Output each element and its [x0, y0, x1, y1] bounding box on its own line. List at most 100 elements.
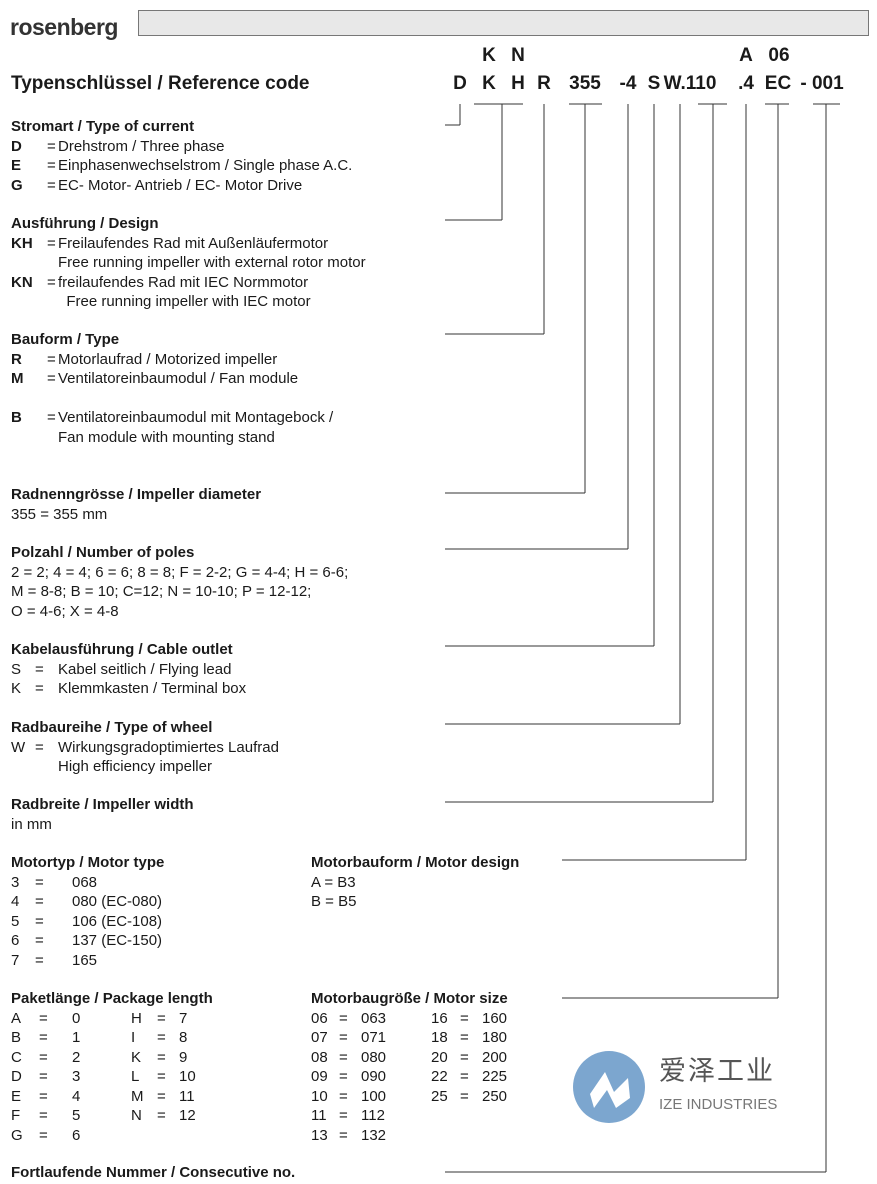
- section-heading: Kabelausführung / Cable outlet: [11, 641, 233, 658]
- section-heading: Ausführung / Design: [11, 215, 159, 232]
- section-row-cell: =: [339, 1087, 348, 1105]
- section-row-cell: 5: [72, 1107, 81, 1124]
- section-row-cell: =: [47, 409, 56, 426]
- section-row-cell: E: [11, 157, 22, 174]
- section-row-cell: R: [11, 350, 22, 368]
- section-row-cell: 6: [11, 932, 20, 949]
- section-row-cell: D: [11, 137, 22, 155]
- code-option-letter: 06: [768, 45, 790, 66]
- section-row-cell: 071: [361, 1029, 387, 1046]
- section-row-cell: 106 (EC-108): [72, 912, 163, 930]
- section-row-cell: =: [157, 1107, 166, 1124]
- section-row-cell: 7: [179, 1009, 188, 1027]
- section-row-cell: =: [460, 1009, 469, 1027]
- code-segment: H: [511, 73, 525, 94]
- section-row-cell: =: [35, 660, 44, 678]
- section-row-cell: =: [35, 951, 44, 969]
- section-row-cell: =: [339, 1068, 348, 1085]
- section-row-cell: 132: [361, 1126, 387, 1144]
- section-heading: Motortyp / Motor type: [11, 854, 165, 871]
- section-row-cell: =: [339, 1009, 348, 1027]
- section-heading: Radnenngrösse / Impeller diameter: [11, 486, 262, 503]
- section-row-cell: M = 8-8; B = 10; C=12; N = 10-10; P = 12…: [11, 583, 312, 600]
- section-row-cell: =: [157, 1068, 166, 1085]
- section-row-cell: D: [11, 1068, 22, 1085]
- code-segment: - 001: [800, 73, 844, 94]
- section-row-cell: =: [157, 1048, 166, 1066]
- code-segment: K: [482, 73, 496, 94]
- section-row-cell: =: [460, 1087, 469, 1105]
- section-row-cell: Motorlaufrad / Motorized impeller: [58, 350, 278, 368]
- watermark-en: IZE INDUSTRIES: [659, 1096, 778, 1113]
- section-row-cell: =: [460, 1048, 469, 1066]
- section-row-cell: 2: [72, 1048, 81, 1066]
- section-row-cell: 137 (EC-150): [72, 932, 163, 949]
- section-row-cell: KH: [11, 234, 33, 252]
- ize-logo-icon: [573, 1051, 645, 1123]
- section-row-cell: 7: [11, 951, 20, 969]
- section-heading: Motorbaugröße / Motor size: [311, 990, 508, 1007]
- section-row-cell: =: [35, 912, 44, 930]
- section-row-cell: Drehstrom / Three phase: [58, 137, 225, 155]
- section-row-cell: 160: [482, 1009, 508, 1027]
- code-segment: EC: [764, 73, 792, 94]
- section-row-cell: 10: [179, 1068, 196, 1085]
- section-row-cell: Fan module with mounting stand: [58, 428, 275, 446]
- code-option-letter: K: [482, 45, 496, 66]
- section-row-cell: B = B5: [311, 893, 357, 910]
- section-row-cell: 063: [361, 1009, 387, 1027]
- section-row-cell: A = B3: [311, 873, 356, 891]
- section-row-cell: 0: [72, 1009, 81, 1027]
- section-row-cell: KN: [11, 273, 33, 291]
- section-row-cell: I: [131, 1029, 136, 1046]
- section-row-cell: K: [131, 1048, 142, 1066]
- section-row-cell: =: [460, 1068, 469, 1085]
- section-row-cell: in mm: [11, 815, 52, 833]
- section-row-cell: 068: [72, 873, 98, 891]
- section-row-cell: =: [47, 137, 56, 155]
- section-heading: Paketlänge / Package length: [11, 990, 213, 1007]
- section-row-cell: 2 = 2; 4 = 4; 6 = 6; 8 = 8; F = 2-2; G =…: [11, 563, 349, 581]
- section-row-cell: 10: [311, 1087, 328, 1105]
- section-row-cell: Wirkungsgradoptimiertes Laufrad: [58, 738, 279, 756]
- section-row-cell: G: [11, 176, 23, 194]
- section-row-cell: 11: [311, 1107, 327, 1124]
- section-row-cell: W: [11, 738, 26, 756]
- section-row-cell: 9: [179, 1048, 188, 1066]
- section-row-cell: 3: [11, 873, 20, 891]
- section-row-cell: =: [35, 932, 44, 949]
- header-bar: [138, 10, 869, 36]
- section-row-cell: H: [131, 1009, 142, 1027]
- section-row-cell: High efficiency impeller: [58, 758, 212, 775]
- section-row-cell: =: [39, 1107, 48, 1124]
- code-option-letter: N: [511, 45, 525, 66]
- section-row-cell: 165: [72, 951, 98, 969]
- code-segment: .4: [738, 73, 754, 94]
- section-row-cell: 13: [311, 1126, 328, 1144]
- section-row-cell: 06: [311, 1009, 328, 1027]
- section-row-cell: 12: [179, 1107, 196, 1124]
- section-row-cell: G: [11, 1126, 23, 1144]
- section-row-cell: M: [131, 1087, 144, 1105]
- page-title: Typenschlüssel / Reference code: [11, 73, 310, 94]
- section-row-cell: 16: [431, 1009, 448, 1027]
- section-heading: Bauform / Type: [11, 331, 120, 348]
- section-row-cell: 112: [361, 1107, 385, 1124]
- section-row-cell: 25: [431, 1087, 448, 1105]
- section-row-cell: Ventilatoreinbaumodul / Fan module: [58, 370, 299, 387]
- section-row-cell: 3: [72, 1068, 81, 1085]
- section-row-cell: 8: [179, 1029, 188, 1046]
- section-row-cell: 09: [311, 1068, 328, 1085]
- section-row-cell: EC- Motor- Antrieb / EC- Motor Drive: [58, 176, 303, 194]
- section-row-cell: =: [35, 738, 44, 756]
- section-row-cell: =: [35, 893, 44, 910]
- section-heading: Stromart / Type of current: [11, 118, 195, 135]
- section-row-cell: 18: [431, 1029, 448, 1046]
- section-row-cell: 11: [179, 1087, 195, 1105]
- section-row-cell: =: [339, 1048, 348, 1066]
- section-row-cell: M: [11, 370, 24, 387]
- section-row-cell: 180: [482, 1029, 508, 1046]
- section-row-cell: 07: [311, 1029, 328, 1046]
- section-row-cell: =: [47, 350, 56, 368]
- section-row-cell: freilaufendes Rad mit IEC Normmotor: [58, 273, 309, 291]
